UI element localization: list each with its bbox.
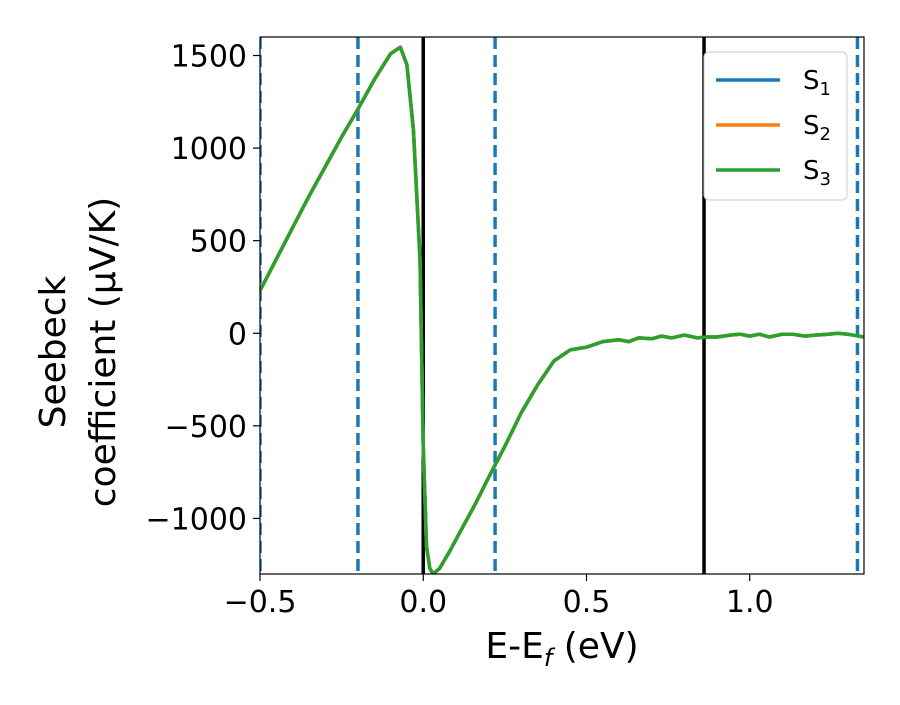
x-axis-title-part-unit: (eV) — [552, 626, 638, 667]
x-axis-title-part-main: E-E — [485, 626, 543, 667]
y-tick-label: −500 — [165, 410, 247, 445]
y-tick-label: 1500 — [171, 40, 247, 75]
legend-label-S2: S2 — [803, 111, 831, 145]
x-tick-label: −0.5 — [224, 585, 297, 620]
series-line-S3 — [260, 45, 864, 574]
y-tick-label: 500 — [190, 225, 247, 260]
legend: S1 S2 S3 — [703, 51, 848, 201]
x-tick-label: 1.0 — [726, 585, 774, 620]
legend-label-S3: S3 — [803, 156, 831, 190]
x-tick-label: 0.5 — [563, 585, 611, 620]
legend-label-S1: S1 — [803, 66, 831, 100]
x-tick-label: 0.0 — [399, 585, 447, 620]
y-tick-label: 0 — [228, 317, 247, 352]
y-axis-title-line1: Seebeck — [33, 275, 74, 428]
y-tick-label: −1000 — [146, 502, 247, 537]
y-tick-label: 1000 — [171, 132, 247, 167]
x-axis-title: E-Ef (eV) — [485, 626, 638, 672]
plot-frame — [259, 36, 865, 575]
y-axis-title-line2: coefficient (μV/K) — [83, 197, 124, 507]
